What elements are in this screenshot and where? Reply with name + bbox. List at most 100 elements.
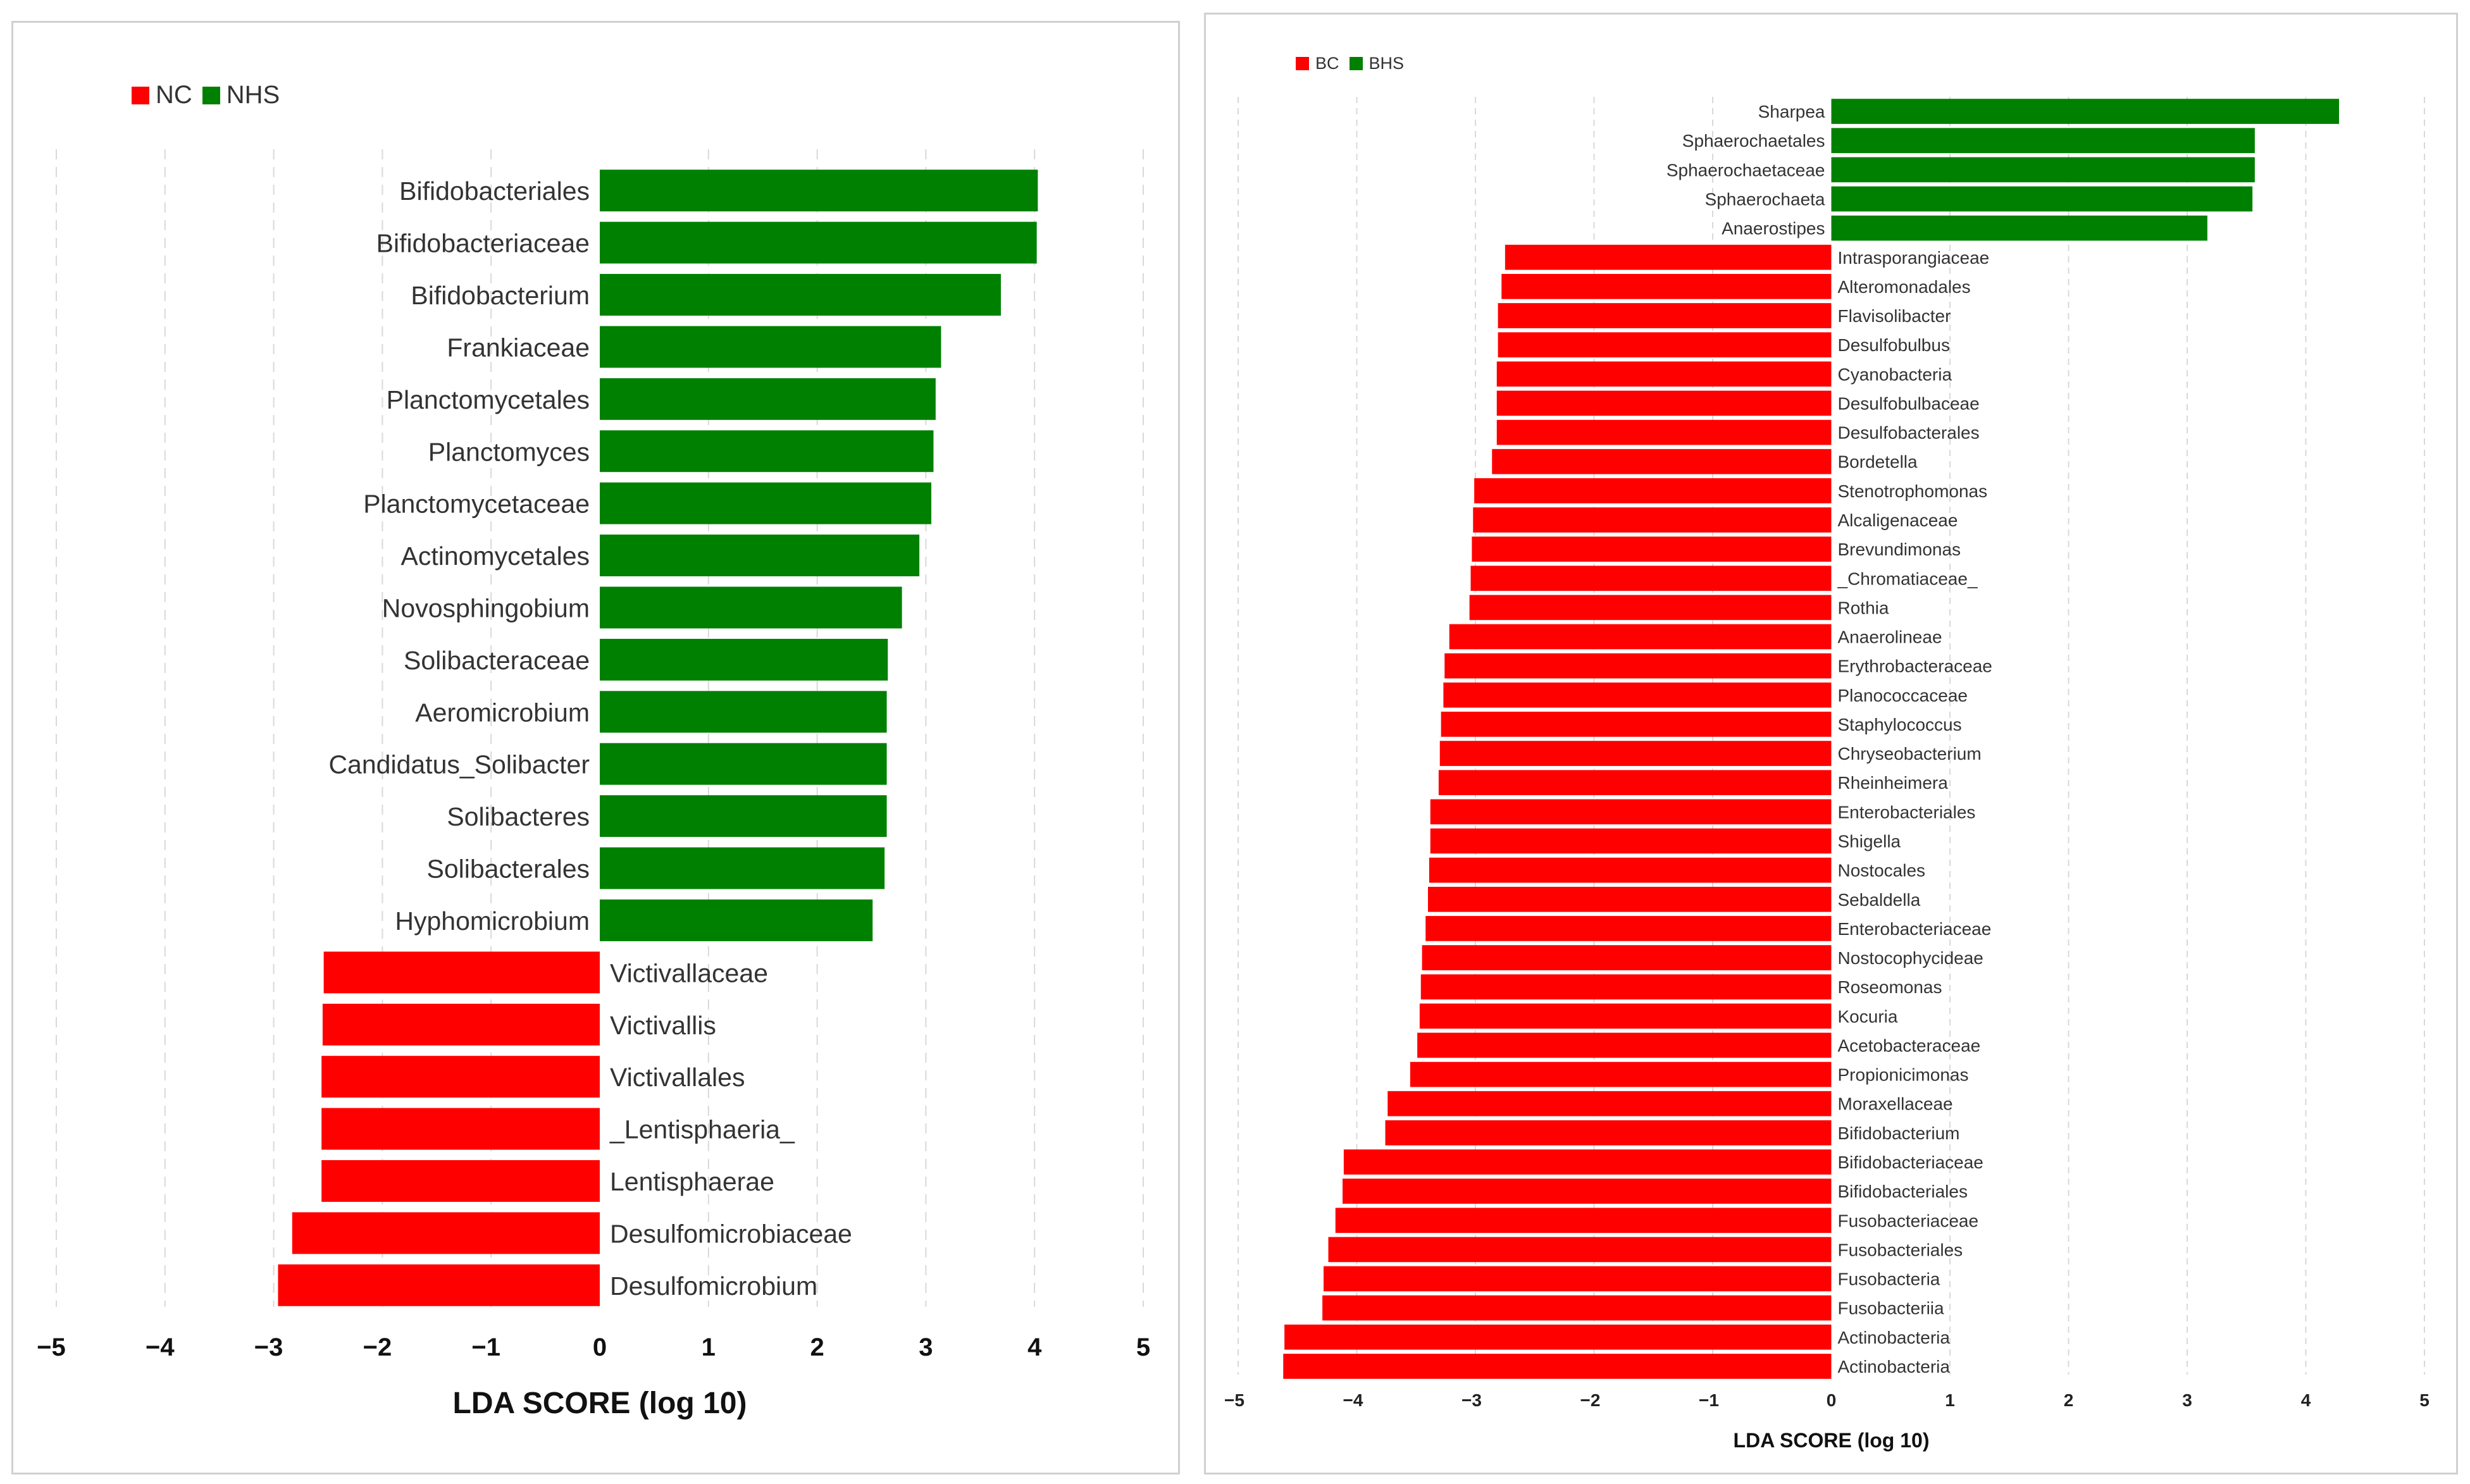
x-tick-label: −2	[1580, 1390, 1601, 1410]
x-tick-label: −1	[471, 1333, 500, 1361]
bar-bc	[1335, 1208, 1832, 1234]
bar-nc	[292, 1212, 600, 1254]
bar-label: Propionicimonas	[1838, 1065, 1969, 1085]
bar-bc	[1322, 1295, 1832, 1321]
x-axis-title: LDA SCORE (log 10)	[453, 1387, 747, 1420]
bar-nc	[322, 1003, 600, 1046]
bar-bc	[1420, 974, 1832, 999]
x-tick-label: −1	[1699, 1390, 1719, 1410]
x-tick-label: 1	[1945, 1390, 1955, 1410]
bar-label: Solibacteraceae	[404, 646, 590, 675]
bar-label: Desulfomicrobium	[610, 1271, 817, 1301]
bar-label: Alteromonadales	[1838, 277, 1971, 297]
bar-bc	[1419, 1003, 1832, 1029]
x-tick-label: −3	[1462, 1390, 1482, 1410]
bar-nc	[323, 951, 600, 994]
x-tick-label: −4	[1343, 1390, 1363, 1410]
x-tick-label: −4	[146, 1333, 175, 1361]
bar-label: Bifidobacterium	[1838, 1123, 1960, 1143]
bar-nhs	[600, 638, 888, 681]
bar-label: Acetobacteraceae	[1838, 1036, 1981, 1055]
legend-label-nc: NC	[156, 81, 192, 109]
bar-label: _Chromatiaceae_	[1837, 569, 1978, 588]
legend-swatch-bc	[1296, 57, 1309, 70]
bar-label: Fusobacteria	[1838, 1270, 1940, 1289]
bar-label: Staphylococcus	[1838, 715, 1962, 734]
bar-label: Nostocophycideae	[1838, 948, 1983, 968]
bar-bc	[1430, 799, 1832, 825]
legend-label-bhs: BHS	[1368, 54, 1405, 73]
legend-swatch-nhs	[202, 86, 220, 104]
bar-nhs	[600, 430, 934, 473]
x-tick-label: 5	[1136, 1333, 1150, 1361]
bar-label: Brevundimonas	[1838, 540, 1961, 559]
bar-label: Bifidobacterium	[411, 281, 590, 310]
bar-label: Kocuria	[1838, 1006, 1898, 1026]
bar-label: Bifidobacteriaceae	[376, 229, 590, 258]
bar-label: Victivallis	[610, 1011, 716, 1040]
bar-bc	[1473, 507, 1832, 533]
bar-label: Actinobacteria	[1838, 1328, 1951, 1347]
x-tick-label: 0	[1827, 1390, 1837, 1410]
bar-label: Cyanobacteria	[1838, 364, 1952, 384]
bar-label: Candidatus_Solibacter	[328, 750, 590, 779]
bar-bc	[1496, 361, 1832, 387]
bar-label: Rothia	[1838, 598, 1889, 617]
bar-label: Sebaldella	[1838, 890, 1921, 910]
bar-label: Flavisolibacter	[1838, 306, 1951, 326]
bar-bc	[1284, 1324, 1832, 1350]
bar-bhs	[1831, 186, 2253, 212]
bar-label: Aeromicrobium	[415, 698, 590, 727]
bar-bc	[1501, 274, 1832, 299]
bar-bc	[1410, 1061, 1832, 1087]
bar-bc	[1444, 653, 1832, 679]
bar-bc	[1324, 1266, 1832, 1292]
bar-label: Desulfobacterales	[1838, 423, 1980, 443]
bar-nhs	[600, 586, 902, 629]
right-chart-legend: BC BHS	[1296, 54, 1404, 73]
bar-label: Planctomyces	[428, 437, 590, 466]
bar-nhs	[600, 482, 931, 524]
bar-label: _Lentisphaeria_	[609, 1115, 795, 1144]
bar-bc	[1328, 1237, 1832, 1263]
bar-label: Novosphingobium	[382, 593, 590, 622]
bar-label: Anaerostipes	[1722, 219, 1825, 238]
bar-bc	[1428, 886, 1832, 912]
bar-label: Sphaerochaetaceae	[1666, 160, 1825, 180]
bar-nhs	[600, 847, 885, 889]
x-tick-label: 4	[1027, 1333, 1042, 1361]
bar-label: Alcaligenaceae	[1838, 510, 1958, 530]
bar-label: Rheinheimera	[1838, 773, 1949, 793]
bar-label: Sphaerochaeta	[1705, 189, 1825, 209]
bar-bc	[1439, 741, 1832, 766]
bar-label: Erythrobacteraceae	[1838, 657, 1992, 676]
bar-bc	[1474, 478, 1832, 504]
bar-nhs	[600, 378, 936, 420]
bar-bhs	[1831, 215, 2207, 241]
bar-label: Victivallales	[610, 1063, 745, 1092]
bar-bhs	[1831, 157, 2255, 183]
bar-bc	[1470, 566, 1832, 591]
bar-label: Stenotrophomonas	[1838, 481, 1988, 501]
right-lda-bar-chart: Sharpea Sphaerochaetales Sphaerochaetaceae…	[1224, 97, 2430, 1452]
bar-label: Bordetella	[1838, 452, 1918, 472]
x-tick-label: 3	[919, 1333, 933, 1361]
bar-label: Chryseobacterium	[1838, 744, 1982, 764]
legend-item-nc: NC	[132, 81, 192, 109]
bar-label: Hyphomicrobium	[395, 906, 590, 936]
left-chart-panel: NC NHS Bifidobacteriales Bifidobacteriace…	[11, 21, 1180, 1475]
bar-label: Bifidobacteriaceae	[1838, 1153, 1983, 1172]
bar-label: Desulfobulbaceae	[1838, 393, 1980, 413]
bar-bc	[1425, 916, 1832, 941]
bar-bc	[1441, 712, 1832, 737]
x-tick-label: 5	[2419, 1390, 2430, 1410]
bar-bc	[1438, 770, 1832, 796]
x-tick-label: 2	[2064, 1390, 2074, 1410]
bar-nhs	[600, 170, 1038, 212]
bar-bc	[1498, 332, 1832, 357]
bar-label: Planctomycetales	[387, 385, 590, 414]
bar-bc	[1449, 624, 1832, 650]
bar-label: Planococcaceae	[1838, 686, 1968, 705]
bar-nhs	[600, 221, 1037, 264]
bar-label: Solibacterales	[426, 855, 590, 884]
